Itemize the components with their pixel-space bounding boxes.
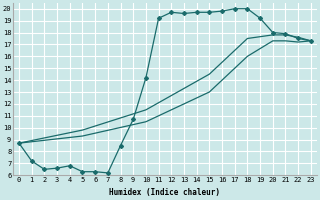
X-axis label: Humidex (Indice chaleur): Humidex (Indice chaleur) bbox=[109, 188, 220, 197]
